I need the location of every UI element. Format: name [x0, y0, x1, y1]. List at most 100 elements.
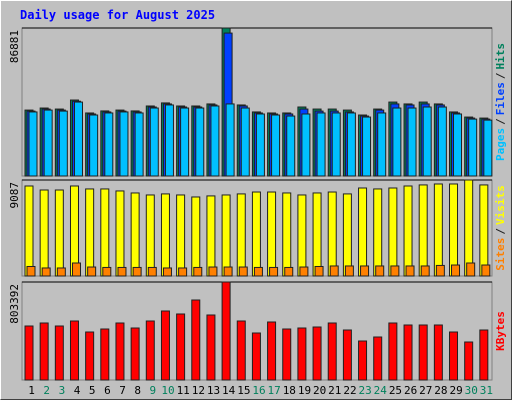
x-tick-label: 2	[43, 384, 50, 397]
bar	[39, 189, 49, 277]
bar	[210, 105, 220, 177]
x-tick-label: 20	[313, 384, 326, 397]
x-tick-label: 9	[150, 384, 157, 397]
bar	[403, 185, 413, 277]
bar	[282, 328, 292, 381]
bar	[284, 266, 294, 277]
x-tick-label: 24	[374, 384, 388, 397]
bar	[24, 325, 34, 381]
bar	[24, 185, 34, 277]
bar	[104, 112, 114, 177]
x-tick-label: 28	[434, 384, 447, 397]
bar	[130, 192, 140, 277]
legend: KBytes	[494, 311, 507, 351]
x-tick-label: 6	[104, 384, 111, 397]
bar	[176, 313, 186, 381]
bar	[255, 113, 265, 177]
legend-separator: /	[494, 118, 507, 125]
bar	[69, 185, 79, 277]
bar	[346, 112, 356, 177]
x-tick-label: 16	[252, 384, 265, 397]
legend-entry: KBytes	[494, 311, 507, 351]
x-tick-label: 22	[343, 384, 356, 397]
chart-title: Daily usage for August 2025	[20, 8, 215, 22]
x-tick-label: 26	[404, 384, 417, 397]
bar	[191, 196, 201, 277]
bar	[316, 112, 326, 177]
bar	[267, 191, 277, 277]
bar	[223, 266, 233, 277]
bar	[483, 119, 493, 177]
x-tick-label: 12	[192, 384, 205, 397]
bar	[314, 265, 324, 277]
bar	[54, 189, 64, 277]
bar	[89, 114, 99, 177]
bar	[479, 329, 489, 381]
legend-entry: Sites	[494, 238, 507, 271]
x-tick-label: 5	[89, 384, 96, 397]
bar	[358, 340, 368, 381]
bar	[407, 107, 417, 177]
bar	[117, 266, 127, 277]
bar	[422, 106, 432, 177]
bar	[178, 267, 188, 277]
x-tick-label: 8	[134, 384, 141, 397]
bar	[312, 326, 322, 381]
bar	[134, 112, 144, 177]
legend: Sites / Visits	[494, 185, 507, 271]
x-tick-label: 29	[449, 384, 462, 397]
bar	[251, 191, 261, 277]
legend-entry: Hits	[494, 43, 507, 70]
bar	[433, 183, 443, 277]
x-tick-label: 27	[419, 384, 432, 397]
bar	[71, 262, 81, 277]
x-tick-label: 11	[177, 384, 190, 397]
bar	[26, 265, 36, 277]
bar	[435, 264, 445, 277]
bar	[377, 112, 387, 177]
bar	[464, 179, 474, 277]
bar	[375, 265, 385, 277]
bar	[43, 109, 53, 177]
bar	[297, 327, 307, 381]
x-tick-label: 30	[465, 384, 478, 397]
bar	[449, 331, 459, 381]
x-tick-label: 14	[222, 384, 236, 397]
bar	[433, 324, 443, 381]
bar	[342, 329, 352, 381]
bar	[362, 116, 372, 177]
bar	[240, 107, 250, 177]
bar	[327, 191, 337, 277]
bar	[437, 106, 447, 177]
bar	[85, 331, 95, 381]
bar	[236, 193, 246, 277]
bar	[286, 115, 296, 177]
bar	[479, 184, 489, 277]
bar	[449, 183, 459, 277]
bar	[191, 299, 201, 381]
x-tick-label: 23	[359, 384, 372, 397]
legend-entry: Visits	[494, 185, 507, 225]
bar	[69, 320, 79, 381]
x-tick-label: 1	[28, 384, 35, 397]
y-tick-label: 9087	[8, 182, 21, 209]
bar	[453, 113, 463, 177]
bar	[301, 113, 311, 177]
bar	[145, 194, 155, 277]
bar	[206, 195, 216, 277]
bar	[392, 107, 402, 177]
bar	[208, 266, 218, 277]
bar	[390, 265, 400, 277]
bar	[145, 320, 155, 381]
x-tick-label: 3	[59, 384, 66, 397]
bar	[73, 101, 83, 177]
x-tick-label: 25	[389, 384, 402, 397]
bar	[100, 188, 110, 277]
bar	[132, 266, 142, 277]
bar	[388, 187, 398, 277]
bar	[115, 322, 125, 381]
bar	[149, 107, 159, 177]
bar	[130, 327, 140, 381]
x-tick-label: 4	[74, 384, 81, 397]
